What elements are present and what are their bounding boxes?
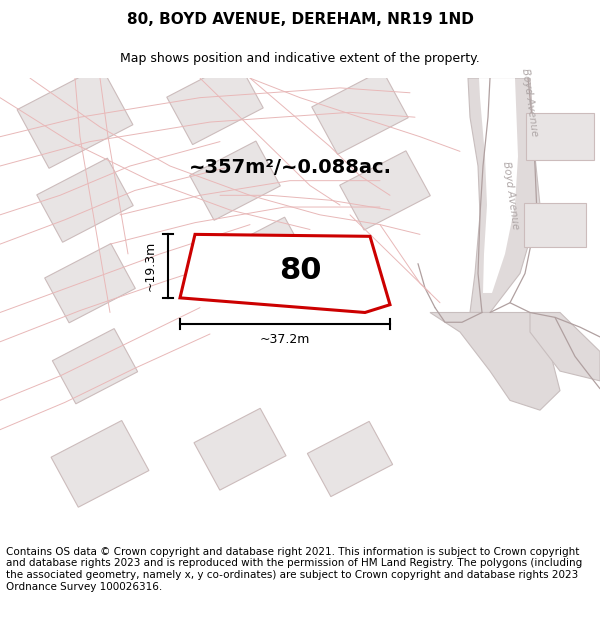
Polygon shape <box>524 202 586 247</box>
Polygon shape <box>307 421 392 497</box>
Polygon shape <box>52 329 137 404</box>
Text: ~357m²/~0.088ac.: ~357m²/~0.088ac. <box>188 159 392 177</box>
Text: Contains OS data © Crown copyright and database right 2021. This information is : Contains OS data © Crown copyright and d… <box>6 547 582 592</box>
Text: 80, BOYD AVENUE, DEREHAM, NR19 1ND: 80, BOYD AVENUE, DEREHAM, NR19 1ND <box>127 12 473 27</box>
Text: ~37.2m: ~37.2m <box>260 333 310 346</box>
Polygon shape <box>430 312 560 410</box>
Text: Map shows position and indicative extent of the property.: Map shows position and indicative extent… <box>120 52 480 65</box>
Text: ~19.3m: ~19.3m <box>143 241 157 291</box>
Polygon shape <box>223 217 307 291</box>
Polygon shape <box>37 158 133 242</box>
Polygon shape <box>51 421 149 508</box>
Polygon shape <box>190 141 280 220</box>
Polygon shape <box>194 408 286 490</box>
Polygon shape <box>479 78 518 293</box>
Polygon shape <box>340 151 430 230</box>
Text: Boyd Avenue: Boyd Avenue <box>520 68 540 138</box>
Polygon shape <box>44 244 136 323</box>
Polygon shape <box>526 113 594 160</box>
Polygon shape <box>530 312 600 381</box>
Text: 80: 80 <box>279 256 321 285</box>
Polygon shape <box>468 78 540 312</box>
Polygon shape <box>312 70 408 154</box>
Polygon shape <box>17 66 133 168</box>
Polygon shape <box>180 234 390 312</box>
Text: Boyd Avenue: Boyd Avenue <box>501 161 521 230</box>
Polygon shape <box>167 61 263 144</box>
